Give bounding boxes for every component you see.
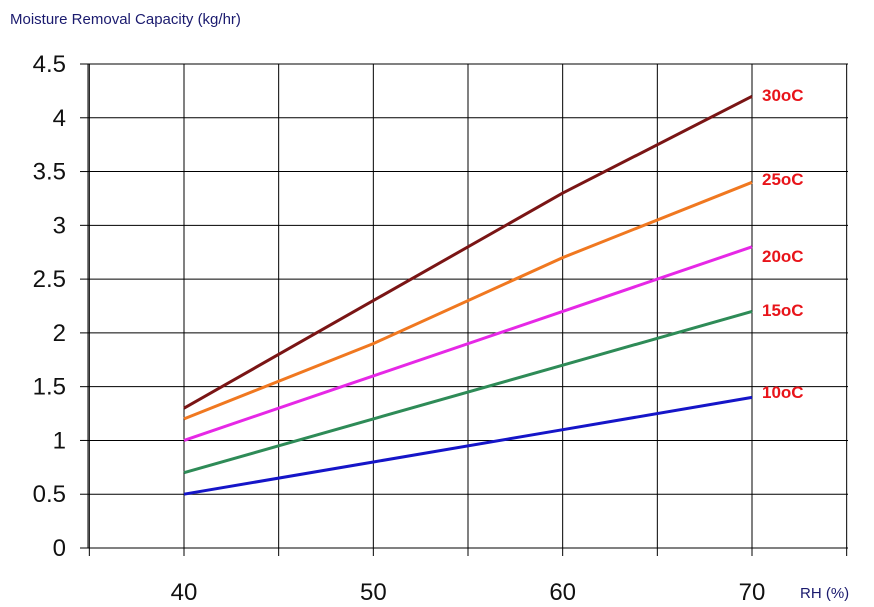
series-label-25oC: 25oC — [762, 170, 804, 189]
y-tick-label: 3 — [53, 212, 66, 239]
series-label-30oC: 30oC — [762, 86, 804, 105]
x-tick-label: 40 — [171, 579, 198, 606]
axes — [80, 63, 848, 556]
grid-lines — [88, 63, 848, 548]
series-line-25oC — [183, 180, 753, 421]
y-tick-label: 4 — [53, 105, 66, 132]
series-label-15oC: 15oC — [762, 301, 804, 320]
y-tick-label: 2.5 — [33, 266, 66, 293]
series-line-15oC — [183, 309, 753, 475]
series-line-10oC — [183, 395, 753, 496]
series-label-10oC: 10oC — [762, 383, 804, 402]
y-tick-label: 1.5 — [33, 374, 66, 401]
y-axis-title: Moisture Removal Capacity (kg/hr) — [10, 11, 241, 28]
y-tick-label: 0 — [53, 535, 66, 562]
series-label-20oC: 20oC — [762, 247, 804, 266]
y-tick-labels: 0 0.5 1 1.5 2 2.5 3 3.5 4 4.5 — [33, 51, 66, 562]
series-line-30oC — [183, 94, 753, 410]
series-lines — [183, 94, 753, 496]
x-axis-title: RH (%) — [800, 585, 849, 602]
x-tick-labels: 40 50 60 70 — [171, 579, 766, 606]
x-tick-label: 70 — [739, 579, 766, 606]
x-tick-label: 60 — [549, 579, 576, 606]
y-tick-label: 4.5 — [33, 51, 66, 78]
series-labels: 30oC 25oC 20oC 15oC 10oC — [762, 86, 804, 402]
y-tick-label: 1 — [53, 427, 66, 454]
y-tick-label: 3.5 — [33, 159, 66, 186]
y-tick-label: 0.5 — [33, 481, 66, 508]
x-tick-label: 50 — [360, 579, 387, 606]
series-line-20oC — [183, 245, 753, 442]
y-tick-label: 2 — [53, 320, 66, 347]
